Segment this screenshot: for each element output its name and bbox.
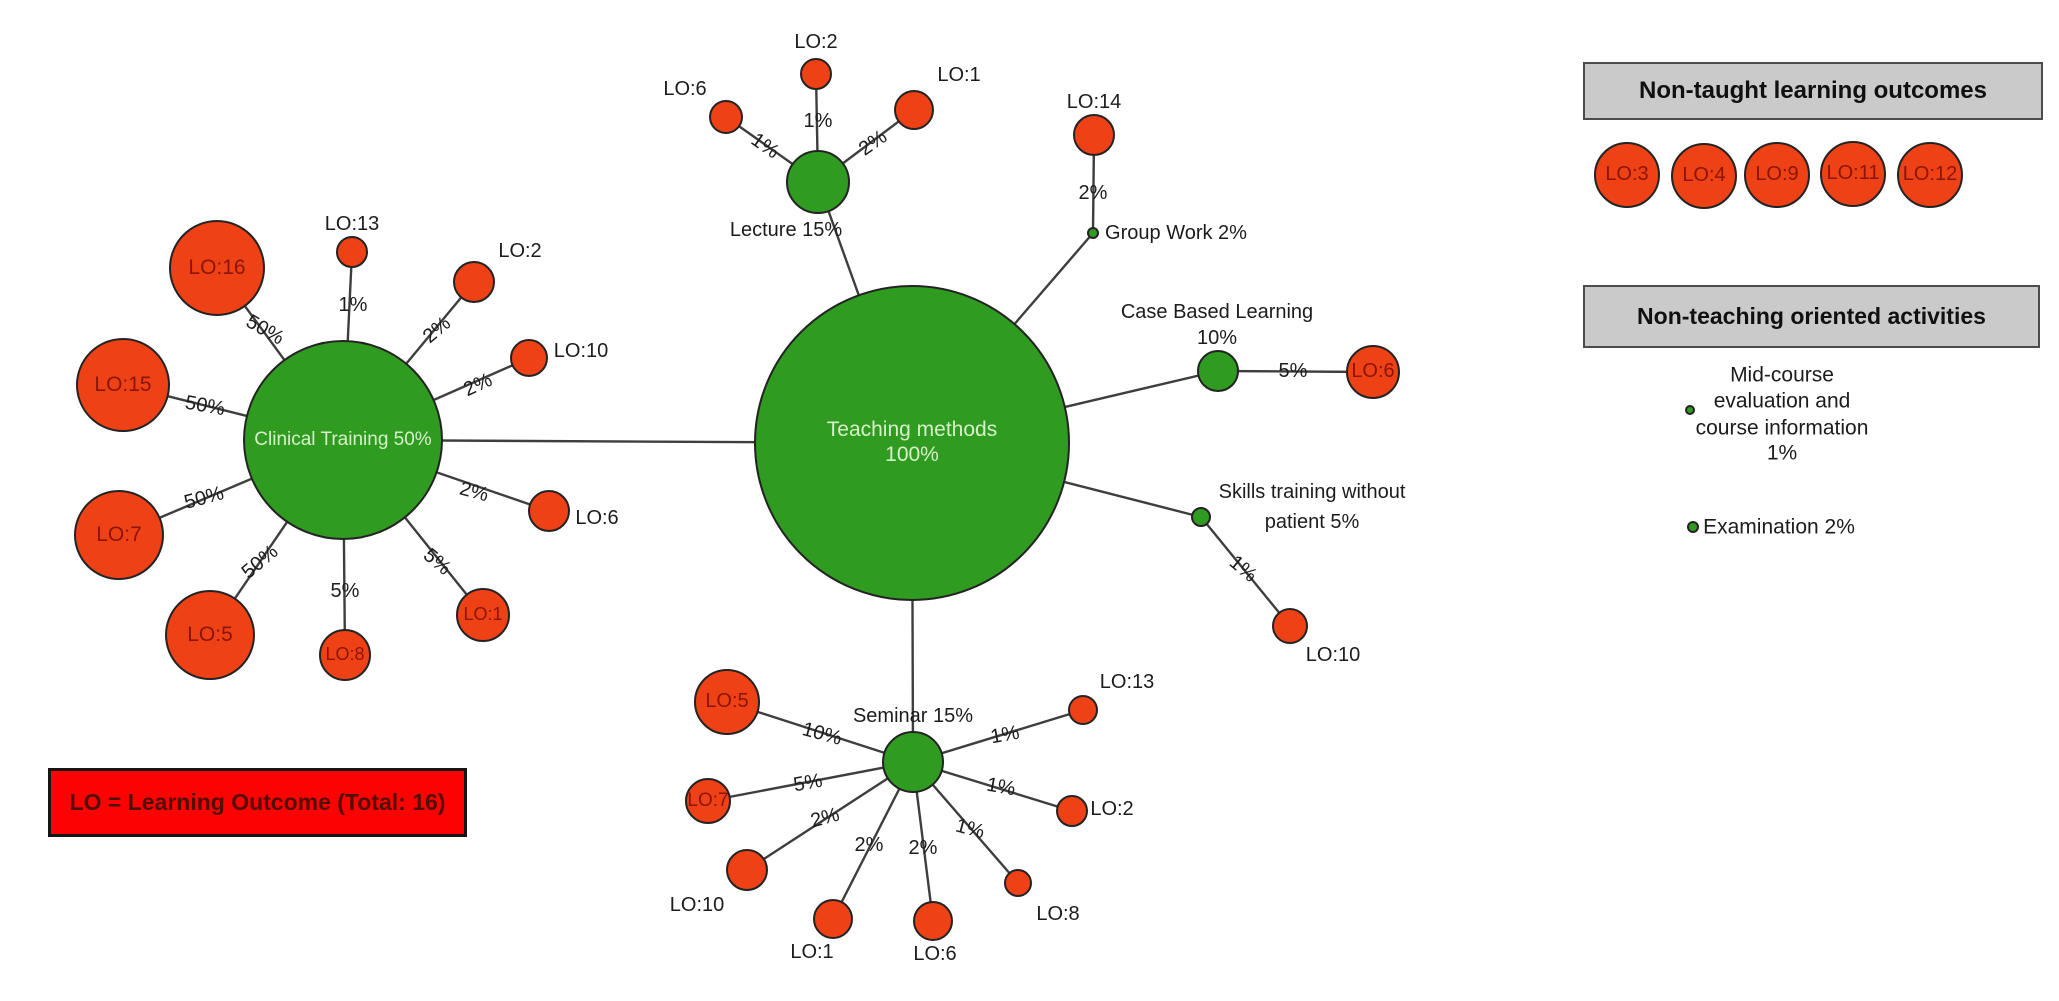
- pct-lect-lo2: 1%: [803, 110, 833, 132]
- node-exam-dot: [1687, 521, 1699, 533]
- node-sem-lo13: [1068, 695, 1098, 725]
- node-clin-lo6: [528, 490, 570, 532]
- label-lecture: Lecture 15%: [729, 219, 843, 241]
- label-skill-lo10: LO:10: [1305, 644, 1361, 666]
- label-lect-lo6: LO:6: [663, 78, 707, 100]
- label-clin-lo10: LO:10: [553, 340, 609, 362]
- edge-seminar-sem-lo10: [746, 760, 914, 872]
- label-sem-lo2: LO:2: [1090, 798, 1134, 820]
- label-casebased-line2: 10%: [1196, 327, 1238, 349]
- node-clin-lo8: LO:8: [319, 629, 371, 681]
- pct-sem-lo6: 2%: [908, 837, 938, 859]
- node-clin-lo15: LO:15: [76, 338, 170, 432]
- node-casebased: [1197, 350, 1239, 392]
- node-sem-lo6: [913, 901, 953, 941]
- node-sem-lo2: [1056, 795, 1088, 827]
- node-gw-lo14: [1073, 114, 1115, 156]
- node-sem-lo10: [726, 849, 768, 891]
- node-clin-lo10: [510, 339, 548, 377]
- node-sem-lo8: [1004, 869, 1032, 897]
- label-sem-lo1: LO:1: [790, 941, 834, 963]
- legend-midcourse-line3: course information: [1695, 416, 1869, 440]
- node-nt-lo12: LO:12: [1897, 142, 1963, 208]
- legend-midcourse-line1: Mid-course: [1730, 363, 1834, 387]
- label-clin-lo13: LO:13: [324, 213, 380, 235]
- node-nt-lo9: LO:9: [1744, 142, 1810, 208]
- non-taught-legend-title: Non-taught learning outcomes: [1639, 77, 1987, 104]
- pct-sem-lo1: 2%: [854, 834, 884, 856]
- label-sem-lo10: LO:10: [669, 894, 725, 916]
- label-groupwork: Group Work 2%: [1105, 222, 1247, 244]
- legend-midcourse-line2: evaluation and: [1713, 389, 1851, 413]
- non-teaching-legend-title: Non-teaching oriented activities: [1637, 303, 1986, 329]
- label-skills-line1: Skills training without: [1218, 481, 1406, 503]
- node-nt-lo11: LO:11: [1820, 141, 1886, 207]
- pct-sem-lo7: 5%: [791, 769, 825, 797]
- label-sem-lo8: LO:8: [1036, 903, 1080, 925]
- pct-sem-lo13: 1%: [988, 721, 1022, 749]
- node-cbl-lo6: LO:6: [1346, 345, 1400, 399]
- node-sem-lo7: LO:7: [685, 778, 731, 824]
- node-clin-lo1: LO:1: [456, 588, 510, 642]
- node-seminar: [882, 731, 944, 793]
- edge-skills-skill-lo10: [1200, 516, 1291, 627]
- node-clin-lo7: LO:7: [74, 490, 164, 580]
- pct-sem-lo2: 1%: [984, 773, 1018, 801]
- label-sem-lo6: LO:6: [913, 943, 957, 965]
- node-clin-lo16: LO:16: [169, 220, 265, 316]
- node-clinical: Clinical Training 50%: [243, 340, 443, 540]
- non-taught-legend-box: Non-taught learning outcomes: [1583, 62, 2043, 120]
- pct-clin-lo13: 1%: [338, 294, 368, 316]
- label-lect-lo2: LO:2: [794, 31, 838, 53]
- legend-midcourse-line4: 1%: [1766, 441, 1798, 465]
- non-teaching-legend-box: Non-teaching oriented activities: [1583, 285, 2040, 348]
- node-nt-lo3: LO:3: [1594, 142, 1660, 208]
- lo-key-box: LO = Learning Outcome (Total: 16): [48, 768, 467, 837]
- label-casebased-line1: Case Based Learning: [1120, 301, 1314, 323]
- node-clin-lo2: [453, 261, 495, 303]
- edge-seminar-sem-lo7: [707, 760, 914, 803]
- pct-gw-lo14: 2%: [1078, 182, 1108, 204]
- label-sem-lo13: LO:13: [1099, 671, 1155, 693]
- node-sem-lo1: [813, 899, 853, 939]
- node-lect-lo2: [800, 58, 832, 90]
- node-groupwork: [1087, 227, 1099, 239]
- node-nt-lo4: LO:4: [1671, 143, 1737, 209]
- label-gw-lo14: LO:14: [1066, 91, 1122, 113]
- pct-clin-lo8: 5%: [330, 580, 360, 602]
- node-skills: [1191, 507, 1211, 527]
- node-teaching: Teaching methods 100%: [754, 285, 1070, 601]
- node-sem-lo5: LO:5: [694, 669, 760, 735]
- label-skills-line2: patient 5%: [1264, 511, 1360, 533]
- label-clin-lo6: LO:6: [575, 507, 619, 529]
- node-midcourse-dot: [1685, 405, 1695, 415]
- lo-key-text: LO = Learning Outcome (Total: 16): [69, 789, 446, 815]
- label-lect-lo1: LO:1: [937, 64, 981, 86]
- node-lect-lo6: [709, 100, 743, 134]
- node-lecture: [786, 150, 850, 214]
- node-clin-lo13: [336, 236, 368, 268]
- pct-cbl-lo6: 5%: [1278, 360, 1308, 382]
- node-lect-lo1: [894, 90, 934, 130]
- label-clin-lo2: LO:2: [498, 240, 542, 262]
- label-seminar: Seminar 15%: [852, 705, 974, 727]
- legend-examination: Examination 2%: [1703, 515, 1855, 539]
- node-skill-lo10: [1272, 608, 1308, 644]
- node-clin-lo5: LO:5: [165, 590, 255, 680]
